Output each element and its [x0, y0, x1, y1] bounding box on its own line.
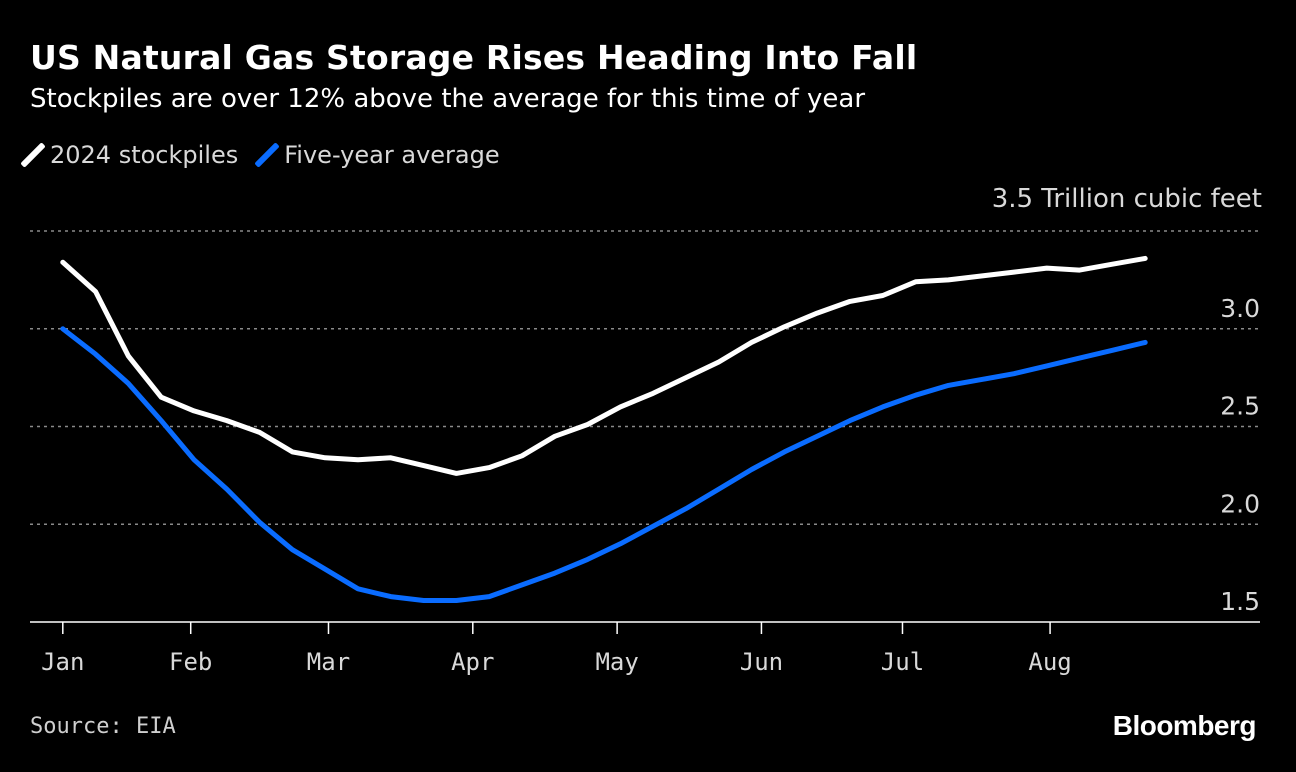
x-tick-label: Aug [1028, 648, 1071, 676]
y-tick-label: 3.0 [1220, 294, 1260, 323]
series-lines [60, 255, 1148, 603]
gridlines [30, 230, 1260, 525]
legend-item-2024: 2024 stockpiles [20, 140, 239, 170]
bloomberg-logo: Bloomberg [1112, 710, 1257, 741]
x-tick-label: Jan [41, 648, 84, 676]
legend-label-average: Five-year average [284, 141, 500, 169]
x-tick-label: Apr [451, 648, 494, 676]
x-tick-label: Jul [881, 648, 924, 676]
y-tick-label: 2.5 [1220, 392, 1260, 421]
series-line-five-year-average [60, 326, 1148, 603]
y-axis-ticks: 1.5 2.0 2.5 3.0 [1220, 294, 1260, 616]
legend-item-average: Five-year average [254, 140, 500, 170]
x-tick-label: Feb [169, 648, 212, 676]
y-tick-label: 2.0 [1220, 489, 1260, 518]
legend: 2024 stockpiles Five-year average [20, 140, 526, 170]
x-tick-label: May [595, 648, 638, 676]
x-axis: Jan Feb Mar Apr May Jun Jul Aug [30, 621, 1260, 676]
x-tick-label: Mar [307, 648, 350, 676]
y-axis-unit-label: 3.5 Trillion cubic feet [991, 184, 1262, 214]
series-line-2024-stockpiles [60, 255, 1148, 476]
y-tick-label: 1.5 [1220, 587, 1260, 616]
chart-subtitle: Stockpiles are over 12% above the averag… [30, 84, 866, 114]
source-note: Source: EIA [30, 714, 176, 739]
legend-label-2024: 2024 stockpiles [50, 141, 239, 169]
chart-title: US Natural Gas Storage Rises Heading Int… [30, 38, 918, 77]
x-tick-label: Jun [740, 648, 783, 676]
